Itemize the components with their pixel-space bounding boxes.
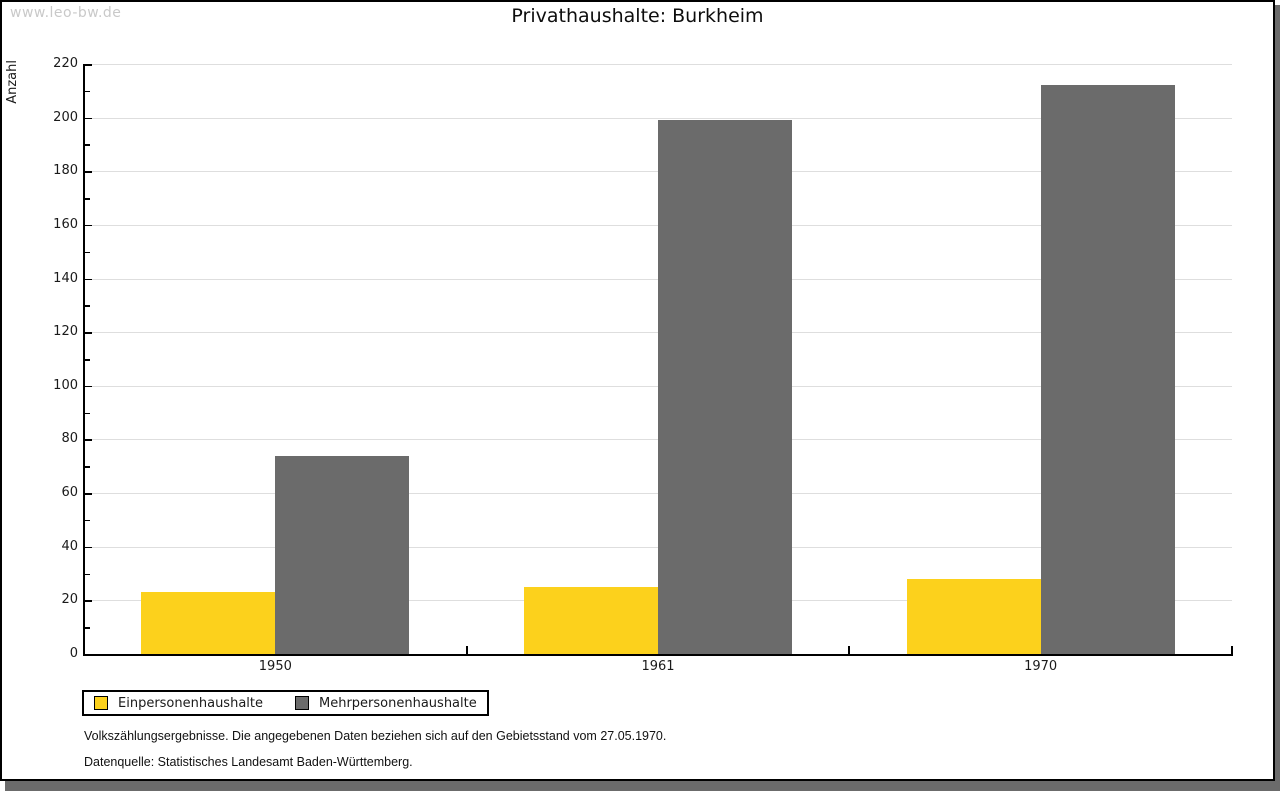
y-tick-label-100: 100: [53, 377, 78, 393]
gridline-220: [84, 64, 1232, 65]
legend-swatch-einpersonenhaushalte: [94, 696, 108, 710]
y-tick-130: [85, 305, 90, 307]
bar-mehrpersonenhaushalte-1970: [1040, 85, 1175, 654]
y-tick-60: [85, 493, 92, 495]
y-tick-label-200: 200: [53, 109, 78, 125]
y-tick-label-140: 140: [53, 270, 78, 286]
y-tick-170: [85, 198, 90, 200]
y-tick-200: [85, 117, 92, 120]
y-tick-140: [85, 278, 92, 281]
y-axis: [83, 64, 85, 656]
legend: Einpersonenhaushalte Mehrpersonenhaushal…: [82, 690, 489, 716]
footnote-census-note: Volkszählungsergebnisse. Die angegebenen…: [84, 729, 667, 743]
y-tick-160: [85, 224, 92, 227]
y-tick-110: [85, 359, 90, 361]
y-tick-180: [85, 171, 92, 173]
x-boundary-tick-3: [1231, 646, 1233, 654]
bar-einpersonenhaushalte-1950: [141, 592, 276, 654]
y-tick-30: [85, 573, 90, 576]
frame-shadow-bottom: [5, 781, 1280, 791]
x-tick-label-1970: 1970: [1024, 659, 1058, 674]
y-tick-210: [85, 90, 90, 93]
y-tick-50: [85, 519, 90, 522]
y-tick-label-20: 20: [61, 592, 78, 608]
y-tick-20: [85, 600, 92, 602]
bar-einpersonenhaushalte-1961: [524, 586, 658, 654]
y-tick-150: [85, 251, 90, 254]
y-tick-label-180: 180: [53, 163, 78, 179]
y-tick-220: [85, 64, 92, 66]
y-tick-90: [85, 412, 90, 415]
bar-mehrpersonenhaushalte-1961: [658, 120, 792, 654]
y-tick-label-0: 0: [69, 646, 78, 661]
y-tick-label-80: 80: [61, 431, 78, 447]
y-tick-label-160: 160: [53, 216, 78, 232]
y-tick-label-40: 40: [61, 538, 78, 554]
y-tick-70: [85, 466, 90, 468]
legend-label-mehrpersonenhaushalte: Mehrpersonenhaushalte: [319, 695, 477, 711]
y-tick-40: [85, 546, 92, 549]
watermark-text: www.leo-bw.de: [10, 5, 122, 21]
legend-swatch-mehrpersonenhaushalte: [295, 696, 309, 710]
gridline-200: [84, 117, 1232, 119]
y-tick-100: [85, 385, 92, 388]
y-tick-190: [85, 144, 90, 146]
y-tick-label-60: 60: [61, 485, 78, 501]
frame-shadow-right: [1275, 5, 1280, 791]
x-tick-label-1950: 1950: [258, 659, 292, 674]
footnote-data-source: Datenquelle: Statistisches Landesamt Bad…: [84, 755, 413, 769]
x-axis: [83, 654, 1233, 656]
y-tick-120: [85, 332, 92, 334]
y-tick-80: [85, 439, 92, 441]
bar-mehrpersonenhaushalte-1950: [275, 455, 410, 654]
bar-einpersonenhaushalte-1970: [906, 578, 1041, 654]
legend-label-einpersonenhaushalte: Einpersonenhaushalte: [118, 695, 263, 711]
y-tick-10: [85, 627, 90, 629]
y-tick-label-120: 120: [53, 324, 78, 340]
y-tick-label-220: 220: [53, 56, 78, 71]
x-tick-label-1961: 1961: [641, 659, 675, 674]
x-boundary-tick-1: [465, 646, 468, 654]
chart-title: Privathaushalte: Burkheim: [511, 5, 764, 27]
x-boundary-tick-2: [848, 646, 851, 654]
